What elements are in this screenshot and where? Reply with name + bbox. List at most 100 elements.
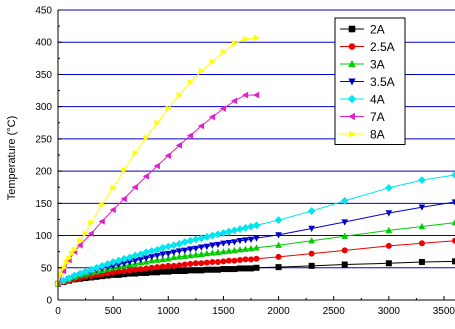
diamond-marker	[136, 250, 145, 259]
diamond-marker	[191, 235, 200, 244]
triangle-up-marker	[418, 222, 426, 230]
square-marker	[181, 268, 188, 274]
legend-item: 8A	[340, 128, 385, 142]
triangle-down-marker	[341, 219, 349, 226]
triangle-down-marker	[192, 245, 200, 253]
circle-marker	[154, 264, 161, 271]
triangle-down-marker	[225, 239, 233, 247]
diamond-marker	[142, 248, 151, 257]
triangle-up-marker	[253, 244, 260, 251]
circle-marker	[148, 264, 155, 271]
series-5	[54, 171, 455, 288]
triangle-up-marker	[181, 252, 189, 259]
circle-marker	[187, 260, 194, 267]
triangle-up-marker	[176, 253, 183, 260]
y-tick-label: 400	[35, 38, 52, 49]
circle-marker	[236, 257, 243, 264]
legend-label: 2.5A	[370, 40, 395, 54]
triangle-down-marker	[126, 259, 133, 266]
square-marker	[385, 260, 392, 267]
diamond-marker	[59, 276, 68, 285]
triangle-left-marker	[241, 91, 249, 99]
triangle-down-marker	[170, 249, 178, 256]
triangle-left-marker	[59, 267, 67, 275]
x-tick-label: 0	[55, 306, 61, 317]
square-marker	[236, 265, 243, 272]
triangle-right-marker	[165, 105, 172, 112]
y-tick-label: 0	[46, 296, 52, 307]
diamond-marker	[109, 258, 118, 266]
circle-marker	[452, 237, 455, 244]
square-marker	[341, 261, 348, 268]
diamond-marker	[208, 231, 217, 240]
diamond-marker	[180, 238, 189, 246]
circle-marker	[348, 43, 356, 50]
y-tick-label: 250	[35, 134, 52, 145]
triangle-right-marker	[132, 149, 139, 157]
tick-labels: 0 50 100 150 200 250 300 350 400 450 0 500 1000 1500 2…	[35, 6, 455, 318]
diamond-marker	[153, 245, 162, 254]
triangle-right-marker	[63, 259, 70, 266]
triangle-up-marker	[385, 226, 393, 234]
triangle-down-marker	[247, 236, 255, 244]
triangle-up-marker	[192, 251, 200, 258]
x-tick-label: 3000	[378, 306, 401, 317]
triangle-down-marker	[115, 261, 122, 269]
y-tick-label: 450	[35, 6, 52, 17]
square-marker	[452, 258, 455, 265]
circle-marker	[242, 256, 249, 263]
diamond-marker	[307, 207, 316, 215]
triangle-down-marker	[275, 232, 282, 239]
legend-item: 3.5A	[340, 75, 395, 89]
triangle-right-marker	[121, 166, 128, 174]
triangle-up-marker	[170, 253, 178, 261]
legend-item: 4A	[340, 93, 385, 107]
circle-marker	[209, 258, 216, 265]
diamond-marker	[197, 234, 206, 243]
triangle-down-marker	[131, 257, 139, 265]
diamond-marker	[70, 271, 79, 280]
square-marker	[154, 269, 161, 276]
triangle-down-marker	[203, 243, 211, 251]
square-marker	[231, 266, 238, 273]
triangle-left-marker	[164, 152, 171, 159]
square-marker	[192, 267, 199, 274]
diamond-marker	[274, 216, 283, 224]
diamond-marker	[92, 263, 101, 272]
y-tick-label: 150	[35, 199, 52, 210]
circle-marker	[198, 260, 205, 267]
triangle-right-marker	[143, 134, 150, 141]
square-marker	[137, 269, 144, 276]
triangle-up-marker	[451, 219, 455, 226]
square-marker	[203, 266, 210, 273]
triangle-left-marker	[186, 132, 194, 139]
square-marker	[225, 266, 232, 273]
triangle-down-marker	[153, 252, 161, 260]
triangle-up-marker	[231, 246, 238, 254]
diamond-marker	[236, 225, 244, 234]
x-tick-label: 2500	[323, 306, 346, 317]
circle-marker	[104, 270, 111, 277]
triangle-left-marker	[98, 218, 105, 225]
circle-marker	[385, 242, 392, 249]
triangle-up-marker	[275, 241, 282, 248]
triangle-left-marker	[175, 142, 183, 149]
triangle-right-marker	[99, 201, 106, 208]
x-tick-label: 500	[105, 306, 122, 317]
diamond-marker	[418, 176, 426, 185]
circle-marker	[231, 257, 238, 264]
diamond-marker	[169, 241, 178, 250]
triangle-left-marker	[87, 230, 94, 237]
triangle-up-marker	[187, 251, 194, 259]
triangle-right-marker	[253, 34, 261, 42]
triangle-right-marker	[88, 219, 95, 226]
square-marker	[220, 266, 227, 273]
square-marker	[143, 269, 150, 276]
diamond-marker	[219, 229, 228, 237]
triangle-down-marker	[159, 251, 167, 258]
triangle-down-marker	[148, 254, 156, 261]
diamond-marker	[225, 227, 233, 236]
triangle-left-marker	[109, 206, 116, 214]
triangle-down-marker	[385, 210, 393, 217]
circle-marker	[126, 267, 133, 274]
